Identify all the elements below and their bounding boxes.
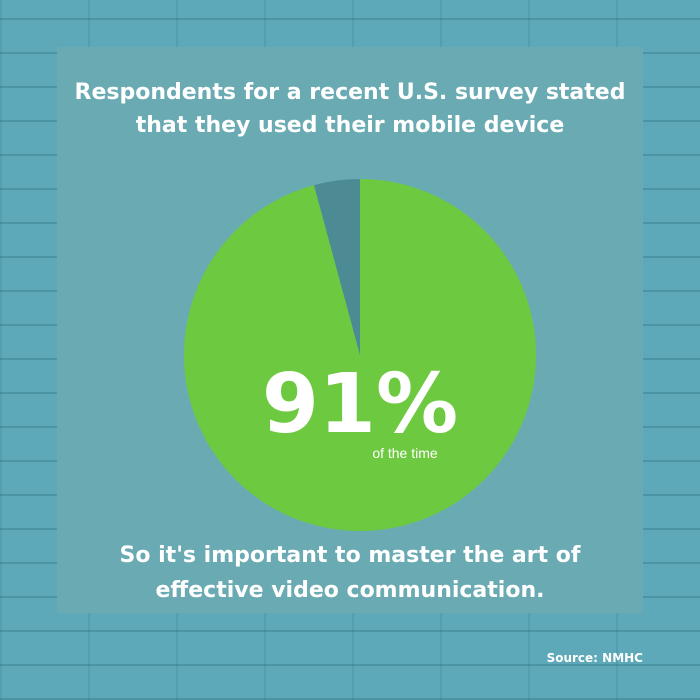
value-label: 91% bbox=[262, 357, 458, 452]
caption: So it's important to master the art of e… bbox=[119, 543, 581, 603]
pie-slice bbox=[313, 179, 360, 355]
source: Source: NMHC bbox=[546, 651, 643, 665]
value-sublabel: of the time bbox=[372, 445, 438, 461]
chart-title: Respondents for a recent U.S. survey sta… bbox=[74, 80, 626, 138]
